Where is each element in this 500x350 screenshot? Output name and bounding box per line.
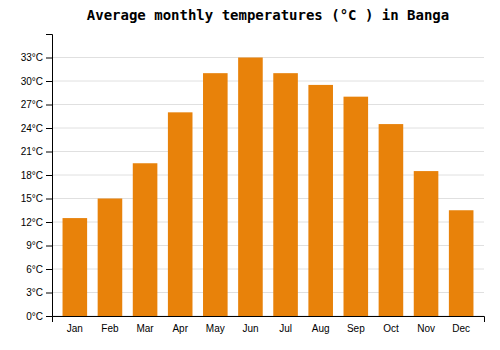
y-tick-mark [46, 222, 52, 223]
y-tick-mark [46, 246, 52, 247]
bar [379, 124, 404, 316]
y-tick-label: 0°C [26, 311, 43, 322]
y-tick-mark [46, 81, 52, 82]
bar [98, 199, 123, 317]
bar [414, 171, 439, 316]
x-tick: Oct [383, 323, 399, 334]
y-tick-mark [46, 58, 52, 59]
x-tick-label: Oct [383, 323, 399, 334]
x-tick-label: Aug [312, 323, 330, 334]
y-tick: 9°C [26, 240, 52, 251]
bar [273, 73, 298, 316]
x-tick: Dec [452, 323, 470, 334]
y-tick-label: 6°C [26, 264, 43, 275]
y-tick-mark [46, 316, 52, 317]
grid-line [52, 57, 484, 58]
y-tick-mark [46, 152, 52, 153]
x-tick: Feb [101, 323, 119, 334]
y-tick-mark [46, 105, 52, 106]
y-tick-mark [46, 293, 52, 294]
y-axis-line [46, 35, 53, 317]
y-tick-mark [46, 128, 52, 129]
y-tick-label: 30°C [21, 76, 43, 87]
y-tick: 21°C [21, 146, 52, 157]
bar [63, 218, 88, 316]
y-tick: 18°C [21, 170, 52, 181]
x-tick: Apr [172, 323, 188, 334]
y-tick-label: 27°C [21, 99, 43, 110]
x-tick-label: Apr [172, 323, 188, 334]
y-tick: 3°C [26, 287, 52, 298]
x-tick: Mar [136, 323, 154, 334]
grid [52, 58, 484, 317]
x-tick-label: Jan [67, 323, 83, 334]
x-tick: Aug [312, 323, 330, 334]
x-tick-label: Mar [136, 323, 154, 334]
x-tick-label: Jun [242, 323, 258, 334]
x-tick: Nov [417, 323, 435, 334]
y-tick-label: 18°C [21, 170, 43, 181]
y-tick: 12°C [21, 217, 52, 228]
x-tick: May [206, 323, 225, 334]
y-tick-label: 3°C [26, 287, 43, 298]
y-tick: 27°C [21, 99, 52, 110]
x-tick: Jul [279, 323, 292, 334]
y-tick-label: 12°C [21, 217, 43, 228]
y-tick-label: 15°C [21, 193, 43, 204]
y-axis: 0°C 3°C 6°C 9°C 12°C 15°C 18°C 21°C 24°C 27°C 30°C… [21, 35, 53, 322]
grid-line [52, 81, 484, 82]
x-tick-label: Feb [101, 323, 119, 334]
bar [449, 210, 474, 316]
y-tick-label: 24°C [21, 123, 43, 134]
bar [308, 85, 333, 316]
bar [238, 58, 263, 317]
bar [133, 163, 158, 316]
bar [168, 112, 193, 316]
y-tick: 15°C [21, 193, 52, 204]
bar [203, 73, 228, 316]
grid-line [52, 128, 484, 129]
chart: Average monthly temperatures (°C ) in Ba… [0, 0, 500, 350]
x-tick-label: Nov [417, 323, 435, 334]
y-tick-mark [46, 269, 52, 270]
y-tick: 24°C [21, 123, 52, 134]
title: Average monthly temperatures (°C ) in Ba… [87, 7, 449, 23]
y-tick-mark [46, 199, 52, 200]
x-tick: Sep [347, 323, 365, 334]
x-tick-label: Sep [347, 323, 365, 334]
y-tick: 0°C [26, 311, 52, 322]
grid-line [52, 104, 484, 105]
x-axis: Jan Feb Mar Apr May Jun Jul Aug Sep Oct Nov Dec [53, 317, 485, 335]
x-tick: Jun [242, 323, 258, 334]
grid-line [52, 151, 484, 152]
y-tick: 33°C [21, 52, 52, 63]
y-tick: 6°C [26, 264, 52, 275]
x-axis-line [53, 317, 485, 323]
bars [63, 58, 474, 317]
y-tick-label: 9°C [26, 240, 43, 251]
bar [344, 97, 369, 316]
y-tick-label: 33°C [21, 52, 43, 63]
x-tick: Jan [67, 323, 83, 334]
x-tick-label: May [206, 323, 225, 334]
y-tick: 30°C [21, 76, 52, 87]
y-tick-mark [46, 175, 52, 176]
y-tick-label: 21°C [21, 146, 43, 157]
plot: 0°C 3°C 6°C 9°C 12°C 15°C 18°C 21°C 24°C 27°C 30°C… [21, 35, 485, 335]
x-tick-label: Jul [279, 323, 292, 334]
x-tick-label: Dec [452, 323, 470, 334]
